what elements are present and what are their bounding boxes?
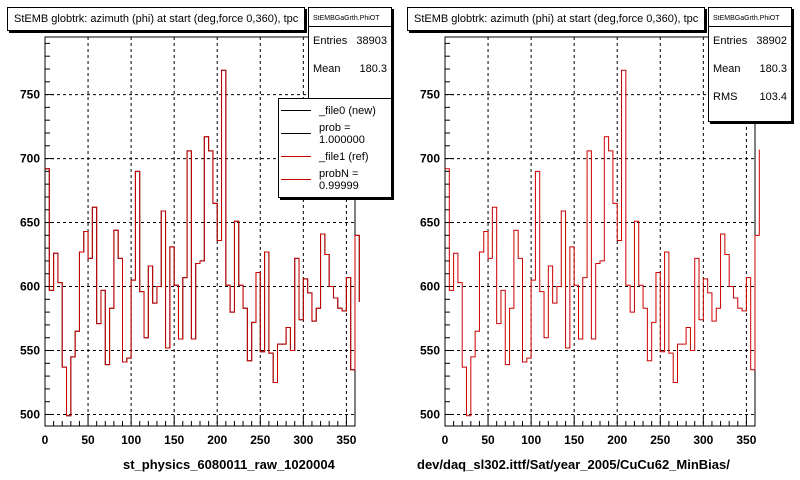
left-stats-entries-value: 38903 <box>356 35 387 47</box>
left-x-tick-label: 100 <box>121 433 141 447</box>
right-x-tick-label: 50 <box>481 433 495 447</box>
right-stats-box: StEMBGaGrth.PhiOT Entries 38902 Mean 180… <box>708 7 792 122</box>
right-x-tick-label: 100 <box>521 433 541 447</box>
right-y-tick-label: 700 <box>420 152 440 166</box>
right-y-tick-label: 500 <box>420 407 440 421</box>
legend-entry-probn: probN = 0.99999 <box>279 167 391 192</box>
legend-label-file0: _file0 (new) <box>319 104 376 117</box>
left-plot-svg: 0 50 100 150 200 250 300 350 500 550 600 650 700 750 <box>20 36 360 447</box>
legend-swatch-probn <box>281 179 311 180</box>
legend-entry-file1: _file1 (ref) <box>279 145 391 168</box>
left-stats-mean-value: 180.3 <box>359 63 387 75</box>
left-x-tick-label: 150 <box>164 433 184 447</box>
right-x-tick-label: 300 <box>693 433 713 447</box>
left-panel: 0 50 100 150 200 250 300 350 500 550 600 650 700 750 … <box>7 7 392 472</box>
right-stats-name: StEMBGaGrth.PhiOT <box>709 8 791 27</box>
right-chart-title: StEMB globtrk: azimuth (phi) at start (d… <box>407 7 706 31</box>
right-x-caption: dev/daq_sl302.ittf/Sat/year_2005/CuCu62_… <box>417 457 730 472</box>
right-stats-entries-row: Entries 38902 <box>709 27 791 55</box>
right-stats-mean-row: Mean 180.3 <box>709 55 791 83</box>
legend-swatch-prob <box>281 133 311 134</box>
left-stats-name: StEMBGaGrth.PhiOT <box>309 8 391 27</box>
legend-label-prob: prob = 1.000000 <box>319 121 365 146</box>
left-y-tick-label: 650 <box>20 216 40 230</box>
right-stats-rms-row: RMS 103.4 <box>709 83 791 111</box>
right-y-tick-label: 650 <box>420 216 440 230</box>
legend-label-probn: probN = 0.99999 <box>319 167 359 192</box>
left-x-caption: st_physics_6080011_raw_1020004 <box>123 457 335 472</box>
right-plot-svg: 0 50 100 150 200 250 300 350 500 550 600 650 700 750 <box>420 36 760 447</box>
left-x-tick-label: 300 <box>293 433 313 447</box>
left-y-tick-label: 700 <box>20 152 40 166</box>
left-x-tick-label: 0 <box>42 433 49 447</box>
left-x-tick-label: 250 <box>250 433 270 447</box>
left-x-tick-label: 350 <box>336 433 356 447</box>
left-x-tick-label: 200 <box>207 433 227 447</box>
left-stats-entries-row: Entries 38903 <box>309 27 391 55</box>
left-x-tick-label: 50 <box>81 433 95 447</box>
left-y-tick-label: 750 <box>20 88 40 102</box>
right-y-tick-label: 750 <box>420 88 440 102</box>
right-stats-entries-label: Entries <box>713 35 748 47</box>
legend-entry-prob: prob = 1.000000 <box>279 121 391 146</box>
left-y-tick-label: 600 <box>20 280 40 294</box>
right-stats-mean-value: 180.3 <box>759 63 787 75</box>
left-stats-mean-row: Mean 180.3 <box>309 55 391 83</box>
legend-swatch-file1 <box>281 156 311 157</box>
right-x-tick-label: 250 <box>650 433 670 447</box>
right-x-tick-label: 350 <box>736 433 756 447</box>
left-stats-entries-label: Entries <box>313 35 348 47</box>
right-x-tick-label: 200 <box>607 433 627 447</box>
right-x-tick-label: 0 <box>442 433 449 447</box>
left-stats-box: StEMBGaGrth.PhiOT Entries 38903 Mean 180… <box>308 7 392 99</box>
left-y-tick-label: 500 <box>20 407 40 421</box>
right-y-tick-label: 550 <box>420 344 440 358</box>
legend-label-file1: _file1 (ref) <box>319 150 369 163</box>
right-stats-mean-label: Mean <box>713 63 741 75</box>
right-histogram-series-0 <box>445 69 760 417</box>
left-chart-title: StEMB globtrk: azimuth (phi) at start (d… <box>7 7 306 31</box>
right-x-tick-label: 150 <box>564 433 584 447</box>
right-y-tick-label: 600 <box>420 280 440 294</box>
legend-swatch-file0 <box>281 110 311 111</box>
left-stats-mean-label: Mean <box>313 63 341 75</box>
right-panel: 0 50 100 150 200 250 300 350 500 550 600 650 700 750 … <box>400 0 800 480</box>
legend-entry-file0: _file0 (new) <box>279 99 391 122</box>
left-y-tick-label: 550 <box>20 344 40 358</box>
left-histogram-series-1 <box>45 69 360 417</box>
right-stats-entries-value: 38902 <box>756 35 787 47</box>
right-stats-rms-label: RMS <box>713 91 738 103</box>
left-legend: _file0 (new) prob = 1.000000 _file1 (ref… <box>278 98 392 198</box>
right-stats-rms-value: 103.4 <box>759 91 787 103</box>
